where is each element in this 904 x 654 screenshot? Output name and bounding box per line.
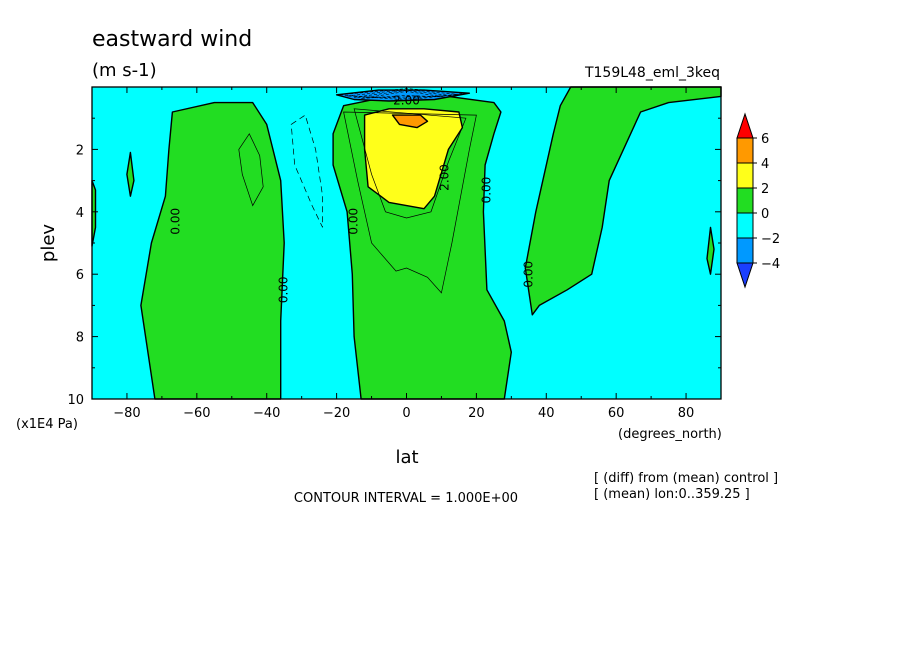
contour-label: 2.00 (437, 164, 451, 191)
contour-label: 0.00 (521, 261, 535, 288)
contour-line-equatorial-2 (353, 108, 467, 219)
colorbar-level-label: 0 (761, 207, 769, 222)
contour-line-negative-top (347, 89, 459, 99)
contour-label: 2.00 (393, 94, 420, 108)
y-tick-label: 4 (76, 206, 84, 221)
contour-line-equatorial-1 (343, 111, 477, 294)
x-tick-label: −60 (183, 406, 210, 421)
colorbar-segment (736, 187, 754, 214)
y-tick-label: 6 (76, 268, 84, 283)
y-axis-units: (x1E4 Pa) (16, 417, 78, 432)
contour-label: 0.00 (277, 276, 291, 303)
contour-line-negative-south (290, 114, 323, 228)
y-tick-label: 10 (67, 393, 84, 408)
contour-line-negative-top (361, 91, 445, 99)
colorbar-segment (736, 237, 754, 264)
contour-label: 0.00 (347, 208, 361, 235)
positive-peak-equatorial (391, 114, 429, 129)
y-tick-label: 8 (76, 331, 84, 346)
chart-title: eastward wind (92, 27, 252, 52)
positive-band-southern-midlatitudes (140, 101, 285, 400)
chart-units: (m s-1) (92, 60, 157, 81)
x-tick-label: 0 (402, 406, 410, 421)
x-axis-units: (degrees_north) (618, 427, 722, 442)
x-axis-label: lat (395, 447, 418, 468)
colorbar-level-label: 6 (761, 132, 769, 147)
colorbar-segment-above-6 (736, 112, 754, 139)
contour-line-negative-top (340, 88, 466, 101)
positive-band-northern-midlatitudes (524, 86, 722, 316)
diff-note: [ (diff) from (mean) control ] (594, 471, 778, 486)
colorbar-segment (736, 162, 754, 189)
positive-patch-south-subpolar (126, 151, 135, 197)
x-tick-label: −80 (113, 406, 140, 421)
positive-core-equatorial (363, 108, 464, 210)
x-tick-label: 80 (678, 406, 695, 421)
x-tick-label: 20 (468, 406, 485, 421)
x-tick-label: 40 (538, 406, 555, 421)
contour-line-layer (238, 88, 477, 294)
colorbar-level-label: −2 (761, 232, 780, 247)
contour-label-layer: 0.00 0.00 0.00 2.00 0.00 0.00 2.00 (168, 94, 535, 304)
colorbar: 6 4 2 0 −2 −4 (736, 112, 780, 289)
colorbar-level-label: 2 (761, 182, 769, 197)
y-tick-label: 2 (76, 143, 84, 158)
contour-line-south-inner (238, 133, 264, 207)
x-tick-label: −20 (323, 406, 350, 421)
colorbar-level-label: −4 (761, 257, 780, 272)
colorbar-segment (736, 137, 754, 164)
y-axis-label: plev (38, 224, 59, 263)
contour-line-negative-top (354, 90, 452, 98)
plot-area: 0.00 0.00 0.00 2.00 0.00 0.00 2.00 −80 −60 −40 −2… (67, 86, 722, 421)
contour-label: 0.00 (479, 177, 493, 204)
run-label: T159L48_eml_3keq (584, 65, 720, 81)
tick-layer: −80 −60 −40 −20 0 20 40 60 80 2 4 6 8 10 (67, 87, 722, 421)
mean-note: [ (mean) lon:0..359.25 ] (594, 487, 750, 502)
colorbar-segment (736, 212, 754, 239)
contour-interval-note: CONTOUR INTERVAL = 1.000E+00 (294, 491, 518, 506)
x-tick-label: 60 (608, 406, 625, 421)
colorbar-segment-below-m4 (736, 262, 754, 289)
x-tick-label: −40 (253, 406, 280, 421)
positive-patch-north-pole (706, 226, 715, 275)
colorbar-level-label: 4 (761, 157, 769, 172)
contour-label: 0.00 (168, 208, 182, 235)
